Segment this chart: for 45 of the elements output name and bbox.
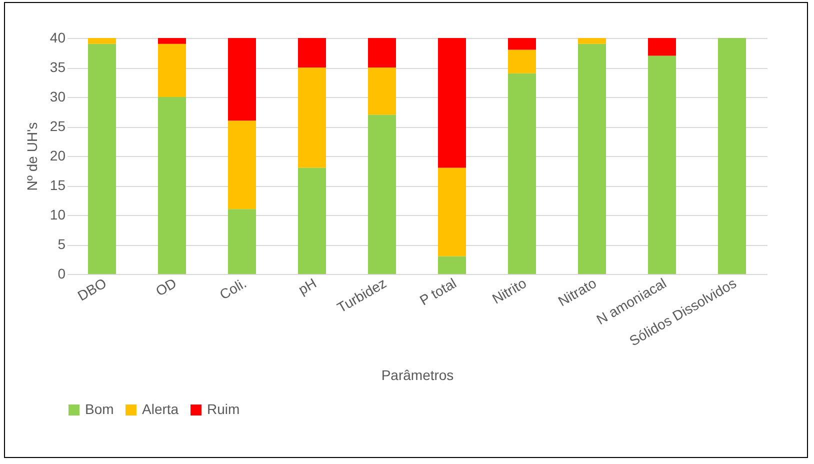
y-tick-label: 5 xyxy=(58,236,66,252)
bar xyxy=(228,120,256,210)
bar xyxy=(578,44,606,274)
bar xyxy=(648,56,676,274)
legend-label: Bom xyxy=(85,401,114,417)
y-tick-label: 15 xyxy=(50,177,66,193)
bar xyxy=(578,38,606,44)
bar xyxy=(438,168,466,256)
bar xyxy=(368,38,396,68)
legend-label: Ruim xyxy=(207,401,240,417)
bar xyxy=(508,38,536,50)
bar xyxy=(718,38,746,274)
bar xyxy=(298,168,326,274)
y-axis-title: Nº de UH's xyxy=(24,122,40,191)
bar xyxy=(438,256,466,274)
bar xyxy=(88,44,116,274)
x-axis-title: Parâmetros xyxy=(381,366,454,383)
y-tick-label: 20 xyxy=(50,148,66,164)
x-tick-label: Nitrito xyxy=(489,274,530,307)
x-tick-label: pH xyxy=(295,274,319,298)
y-tick-label: 35 xyxy=(50,59,66,75)
bar xyxy=(158,44,186,97)
bar xyxy=(368,68,396,115)
x-tick-label: DBO xyxy=(74,274,110,304)
bar xyxy=(438,38,466,168)
bar xyxy=(298,38,326,68)
x-tick-label: OD xyxy=(152,274,179,300)
y-tick-label: 40 xyxy=(50,30,66,46)
bar xyxy=(298,68,326,168)
y-tick-label: 30 xyxy=(50,88,66,104)
y-tick-label: 10 xyxy=(50,206,66,222)
y-tick-label: 0 xyxy=(58,266,66,282)
bar xyxy=(158,38,186,44)
bar xyxy=(88,38,116,44)
bar xyxy=(228,209,256,274)
legend-label: Alerta xyxy=(142,401,179,417)
bar xyxy=(508,50,536,74)
bar xyxy=(508,73,536,274)
x-tick-label: Coli. xyxy=(216,274,249,303)
y-tick-label: 25 xyxy=(50,118,66,134)
bar xyxy=(228,38,256,121)
x-tick-label: P total xyxy=(416,274,459,308)
bar xyxy=(648,38,676,56)
bar xyxy=(368,114,396,274)
bar xyxy=(158,97,186,274)
